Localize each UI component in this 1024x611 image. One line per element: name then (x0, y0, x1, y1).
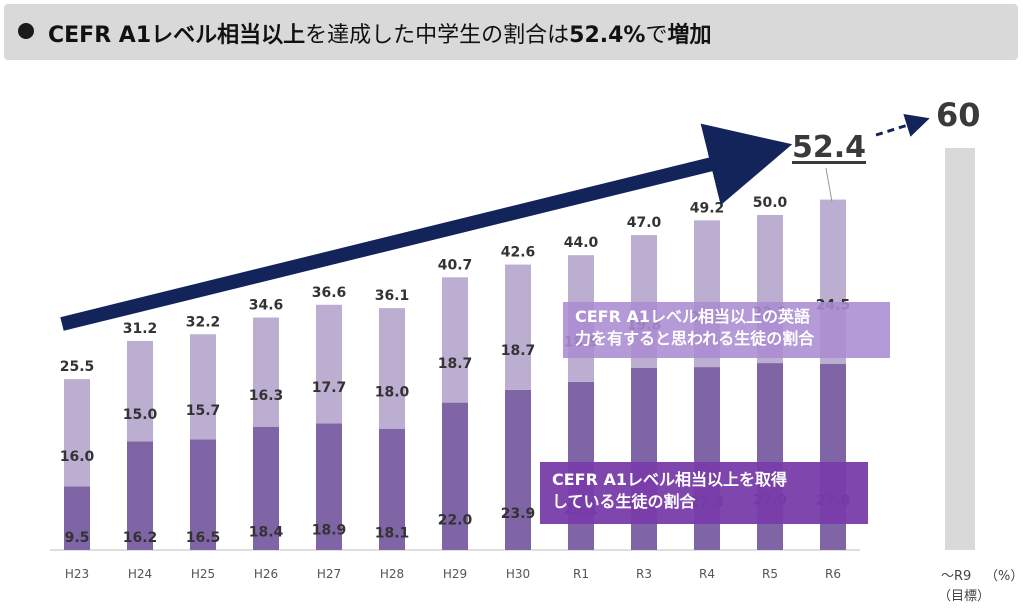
label-considered-H29: 18.7 (438, 356, 473, 372)
label-acquired-H24: 16.2 (123, 530, 158, 546)
target-value-highlight: 60 (936, 96, 981, 134)
unit-label: （%） (985, 569, 1024, 584)
bar-considered-H26 (253, 317, 279, 427)
x-tick-R5: R5 (762, 567, 778, 581)
bar-acquired-H25 (190, 439, 216, 550)
headline-bold-value: 52.4% (569, 23, 646, 48)
label-total-H28: 36.1 (375, 288, 410, 304)
bar-acquired-H24 (127, 441, 153, 550)
bar-considered-H27 (316, 304, 342, 424)
bar-acquired-H28 (379, 428, 405, 550)
bar-acquired-H26 (253, 426, 279, 550)
x-tick-R6: R6 (825, 567, 841, 581)
label-total-H29: 40.7 (438, 257, 473, 273)
bar-considered-H24 (127, 340, 153, 442)
bar-acquired-H30 (505, 389, 531, 550)
x-tick-H30: H30 (506, 567, 530, 581)
bar-acquired-H23 (64, 486, 90, 550)
x-tick-H28: H28 (380, 567, 404, 581)
trend-arrow (60, 123, 793, 331)
x-tick-H24: H24 (128, 567, 152, 581)
target-dashed-arrow (875, 113, 930, 137)
headline-bold-start: CEFR A1レベル相当以上 (48, 23, 306, 48)
x-tick-H23: H23 (65, 567, 89, 581)
label-total-H27: 36.6 (312, 285, 347, 301)
label-acquired-H27: 18.9 (312, 523, 347, 539)
label-considered-H23: 16.0 (60, 449, 95, 465)
label-considered-H25: 15.7 (186, 403, 221, 419)
bar-considered-H23 (64, 379, 90, 487)
label-considered-H27: 17.7 (312, 380, 347, 396)
legend-callout-considered: CEFR A1レベル相当以上の英語 力を有すると思われる生徒の割合 (563, 302, 890, 358)
target-category-label: ～R9 (941, 569, 972, 584)
bar-considered-H29 (442, 277, 468, 403)
headline-middle2: で (645, 23, 668, 48)
bar-considered-H25 (190, 334, 216, 440)
label-total-H30: 42.6 (501, 245, 536, 261)
callout-top-line1: CEFR A1レベル相当以上の英語 (575, 307, 811, 326)
x-tick-R4: R4 (699, 567, 715, 581)
label-considered-H28: 18.0 (375, 384, 410, 400)
label-total-H23: 25.5 (60, 359, 95, 375)
label-acquired-H28: 18.1 (375, 525, 410, 541)
label-considered-H24: 15.0 (123, 407, 158, 423)
callout-bottom-line2: している生徒の割合 (552, 492, 696, 511)
label-acquired-H23: 9.5 (65, 530, 90, 546)
callout-pointer-line (825, 167, 833, 203)
headline-middle: を達成した中学生の割合は (305, 23, 570, 48)
label-acquired-H30: 23.9 (501, 506, 536, 522)
bar-acquired-H27 (316, 423, 342, 550)
label-total-R1: 44.0 (564, 235, 599, 251)
x-tick-H25: H25 (191, 567, 215, 581)
label-considered-H30: 18.7 (501, 343, 536, 359)
legend-callout-acquired: CEFR A1レベル相当以上を取得 している生徒の割合 (540, 462, 868, 524)
label-total-R5: 50.0 (753, 195, 788, 211)
target-category-sub: （目標） (938, 589, 991, 604)
label-considered-H26: 16.3 (249, 388, 284, 404)
latest-value-highlight: 52.4 (792, 130, 867, 165)
x-tick-H27: H27 (317, 567, 341, 581)
label-acquired-H25: 16.5 (186, 530, 221, 546)
label-total-R4: 49.2 (690, 200, 725, 216)
x-tick-R1: R1 (573, 567, 589, 581)
label-total-H24: 31.2 (123, 321, 158, 337)
callout-top-line2: 力を有すると思われる生徒の割合 (575, 329, 815, 348)
callout-bottom-line1: CEFR A1レベル相当以上を取得 (552, 470, 788, 489)
target-bar (945, 148, 975, 550)
bars-group (64, 199, 846, 550)
label-acquired-H29: 22.0 (438, 512, 473, 528)
bar-considered-H30 (505, 264, 531, 390)
bar-considered-H28 (379, 308, 405, 429)
headline-bold-end: 増加 (667, 23, 712, 48)
label-total-H25: 32.2 (186, 314, 221, 330)
headline: CEFR A1レベル相当以上を達成した中学生の割合は52.4%で増加 (48, 17, 712, 49)
bar-acquired-H29 (442, 402, 468, 550)
bullet-icon (18, 23, 34, 39)
label-total-R3: 47.0 (627, 215, 662, 231)
x-tick-H26: H26 (254, 567, 278, 581)
header-banner: CEFR A1レベル相当以上を達成した中学生の割合は52.4%で増加 (4, 4, 1018, 60)
label-acquired-H26: 18.4 (249, 524, 284, 540)
label-total-H26: 34.6 (249, 298, 284, 314)
x-tick-H29: H29 (443, 567, 467, 581)
x-tick-R3: R3 (636, 567, 652, 581)
